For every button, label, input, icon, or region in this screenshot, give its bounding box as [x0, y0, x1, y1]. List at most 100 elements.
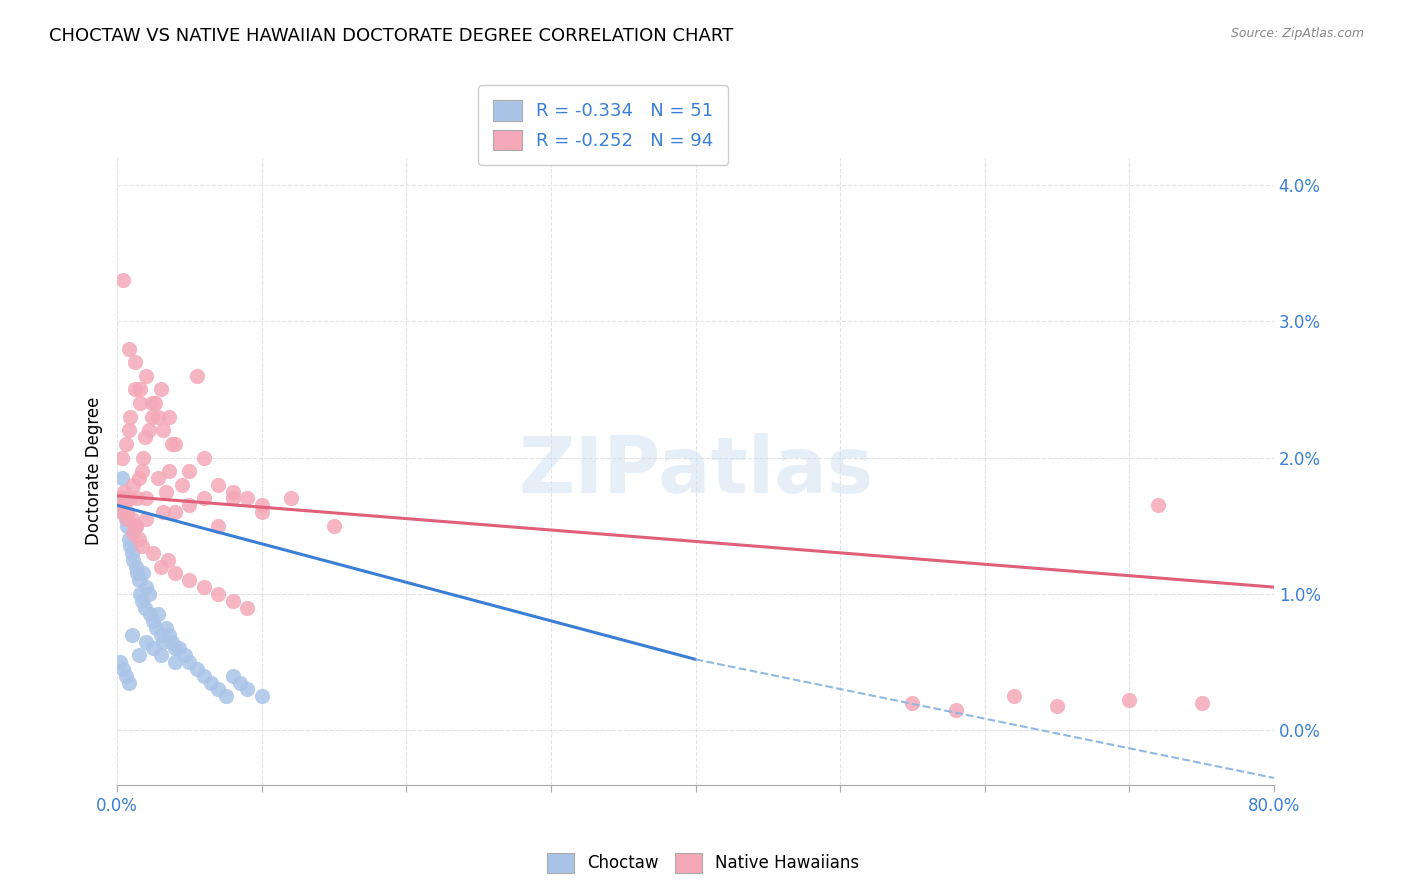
Point — [222, 491, 245, 506]
Point — [120, 491, 142, 506]
Point — [222, 593, 245, 607]
Point — [193, 491, 215, 506]
Point — [163, 437, 186, 451]
Point — [149, 628, 172, 642]
Point — [222, 484, 245, 499]
Point — [124, 355, 146, 369]
Legend: R = -0.334   N = 51, R = -0.252   N = 94: R = -0.334 N = 51, R = -0.252 N = 94 — [478, 86, 728, 165]
Point — [236, 491, 259, 506]
Point — [157, 628, 180, 642]
Point — [135, 491, 157, 506]
Point — [163, 505, 186, 519]
Point — [193, 669, 215, 683]
Point — [149, 383, 172, 397]
Point — [145, 621, 167, 635]
Text: CHOCTAW VS NATIVE HAWAIIAN DOCTORATE DEGREE CORRELATION CHART: CHOCTAW VS NATIVE HAWAIIAN DOCTORATE DEG… — [49, 27, 734, 45]
Point — [207, 682, 229, 697]
Point — [250, 689, 273, 703]
Point — [111, 273, 134, 287]
Point — [214, 689, 236, 703]
Point — [157, 464, 180, 478]
Point — [131, 593, 153, 607]
Point — [163, 655, 186, 669]
Point — [128, 471, 150, 485]
Point — [125, 518, 148, 533]
Point — [160, 634, 183, 648]
Point — [163, 641, 186, 656]
Point — [163, 566, 186, 581]
Point — [117, 518, 139, 533]
Point — [160, 437, 183, 451]
Point — [236, 600, 259, 615]
Point — [157, 409, 180, 424]
Point — [117, 505, 139, 519]
Point — [127, 566, 149, 581]
Point — [110, 450, 132, 465]
Point — [141, 396, 163, 410]
Point — [112, 484, 135, 499]
Point — [142, 641, 165, 656]
Point — [134, 600, 156, 615]
Point — [200, 675, 222, 690]
Point — [115, 669, 138, 683]
Point — [207, 478, 229, 492]
Point — [128, 574, 150, 588]
Point — [155, 484, 177, 499]
Point — [112, 505, 135, 519]
Point — [179, 655, 201, 669]
Point — [323, 518, 346, 533]
Point — [901, 696, 924, 710]
Point — [110, 505, 132, 519]
Point — [108, 491, 131, 506]
Point — [1118, 693, 1140, 707]
Point — [207, 587, 229, 601]
Point — [179, 574, 201, 588]
Point — [135, 368, 157, 383]
Point — [280, 491, 302, 506]
Point — [118, 533, 141, 547]
Point — [179, 498, 201, 512]
Text: Source: ZipAtlas.com: Source: ZipAtlas.com — [1230, 27, 1364, 40]
Point — [141, 409, 163, 424]
Point — [193, 450, 215, 465]
Point — [134, 430, 156, 444]
Point — [139, 607, 162, 622]
Point — [121, 512, 143, 526]
Point — [108, 655, 131, 669]
Point — [146, 607, 169, 622]
Point — [122, 525, 145, 540]
Point — [124, 383, 146, 397]
Point — [229, 675, 252, 690]
Point — [110, 471, 132, 485]
Point — [207, 518, 229, 533]
Point — [222, 669, 245, 683]
Text: ZIPatlas: ZIPatlas — [517, 434, 873, 509]
Point — [132, 566, 155, 581]
Point — [129, 587, 152, 601]
Point — [174, 648, 197, 663]
Point — [129, 383, 152, 397]
Point — [118, 423, 141, 437]
Point — [1191, 696, 1213, 710]
Point — [127, 491, 149, 506]
Point — [117, 512, 139, 526]
Point — [1147, 498, 1170, 512]
Point — [111, 662, 134, 676]
Point — [111, 498, 134, 512]
Point — [1046, 698, 1069, 713]
Point — [155, 621, 177, 635]
Point — [186, 662, 208, 676]
Point — [135, 512, 157, 526]
Point — [143, 396, 166, 410]
Point — [135, 580, 157, 594]
Point — [122, 478, 145, 492]
Point — [128, 533, 150, 547]
Point — [149, 648, 172, 663]
Point — [118, 675, 141, 690]
Point — [131, 539, 153, 553]
Legend: Choctaw, Native Hawaiians: Choctaw, Native Hawaiians — [540, 847, 866, 880]
Point — [112, 498, 135, 512]
Point — [149, 559, 172, 574]
Point — [138, 587, 160, 601]
Point — [115, 512, 138, 526]
